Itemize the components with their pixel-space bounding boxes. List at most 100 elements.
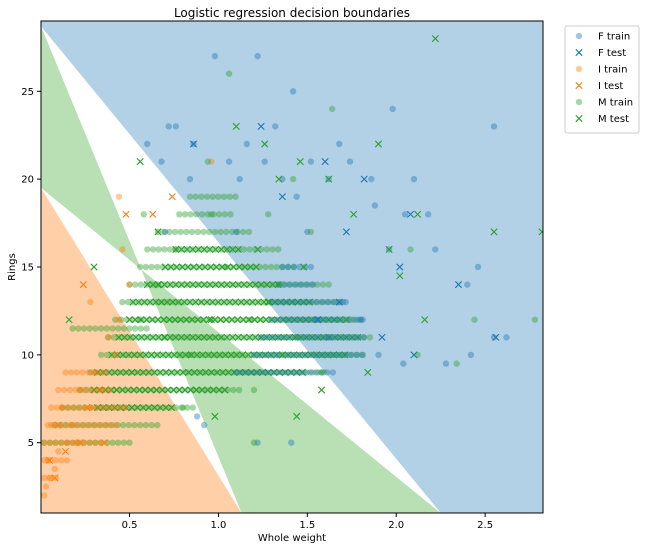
band-point bbox=[234, 228, 241, 236]
band-point bbox=[171, 351, 179, 359]
data-point bbox=[357, 316, 364, 323]
data-point bbox=[250, 386, 258, 394]
data-point bbox=[64, 439, 71, 446]
band-point bbox=[285, 316, 292, 323]
band-point bbox=[263, 246, 270, 253]
band-point bbox=[192, 193, 199, 200]
band-point bbox=[211, 228, 219, 236]
band-point bbox=[199, 316, 208, 324]
band-point bbox=[189, 333, 197, 341]
band-point bbox=[187, 211, 194, 218]
band-point bbox=[325, 298, 332, 306]
band-point bbox=[111, 404, 119, 412]
band-point bbox=[348, 316, 355, 323]
band-point bbox=[187, 351, 195, 359]
band-point bbox=[234, 281, 241, 288]
band-point bbox=[194, 228, 201, 236]
band-point bbox=[148, 351, 156, 359]
band-point bbox=[204, 211, 211, 218]
band-point bbox=[155, 333, 163, 341]
band-point bbox=[172, 245, 180, 253]
band-point bbox=[221, 211, 228, 218]
band-point bbox=[125, 316, 134, 324]
band-point bbox=[189, 263, 198, 271]
band-point bbox=[291, 281, 298, 288]
band-point bbox=[284, 369, 291, 376]
band-point bbox=[144, 246, 151, 253]
data-point bbox=[90, 263, 98, 271]
data-point bbox=[329, 105, 336, 113]
data-point bbox=[293, 334, 300, 341]
series-m-train bbox=[137, 70, 539, 446]
band-point bbox=[269, 369, 276, 376]
band-point bbox=[86, 439, 93, 446]
decision-region-M bbox=[41, 26, 441, 513]
band-point bbox=[275, 281, 283, 288]
band-point bbox=[58, 439, 65, 446]
data-point bbox=[467, 351, 475, 359]
band-point bbox=[126, 333, 134, 341]
data-point bbox=[368, 175, 375, 183]
band-point bbox=[115, 333, 123, 341]
band-point bbox=[353, 316, 361, 323]
band-point bbox=[313, 351, 320, 359]
data-point bbox=[342, 228, 350, 236]
band-point bbox=[172, 404, 179, 411]
band-point bbox=[251, 281, 259, 289]
data-point bbox=[464, 281, 471, 288]
band-point bbox=[63, 439, 71, 446]
band-point bbox=[335, 351, 343, 359]
data-point bbox=[400, 360, 407, 367]
band-point bbox=[274, 281, 282, 289]
data-point bbox=[321, 158, 329, 166]
band-point bbox=[319, 351, 326, 359]
band-point bbox=[360, 334, 367, 341]
data-point bbox=[165, 123, 172, 130]
band-point bbox=[313, 351, 321, 359]
band-point bbox=[144, 404, 151, 411]
band-point bbox=[70, 404, 78, 411]
series-m-test bbox=[65, 35, 543, 420]
band-point bbox=[318, 298, 325, 306]
band-point bbox=[119, 298, 126, 306]
band-point bbox=[281, 368, 289, 376]
band-point bbox=[166, 369, 174, 376]
data-point bbox=[119, 246, 126, 253]
band-point bbox=[241, 263, 249, 271]
data-point bbox=[410, 175, 418, 183]
band-point bbox=[297, 369, 305, 376]
band-point bbox=[104, 369, 111, 376]
legend-label: M test bbox=[598, 114, 629, 125]
band-point bbox=[261, 369, 268, 376]
band-point bbox=[223, 245, 231, 253]
band-point bbox=[145, 368, 153, 376]
band-point bbox=[336, 351, 343, 359]
data-point bbox=[112, 351, 119, 359]
band-point bbox=[308, 316, 315, 323]
band-point bbox=[290, 351, 297, 359]
band-point bbox=[291, 316, 298, 323]
band-point bbox=[154, 316, 162, 324]
band-point bbox=[215, 193, 222, 200]
band-point bbox=[356, 316, 364, 323]
band-point bbox=[229, 263, 237, 271]
band-point bbox=[131, 316, 139, 324]
band-point bbox=[97, 421, 104, 429]
band-point bbox=[244, 369, 251, 376]
band-point bbox=[69, 439, 76, 446]
band-point bbox=[105, 404, 113, 412]
legend-item: F train bbox=[575, 32, 630, 43]
band-point bbox=[75, 404, 83, 411]
band-point bbox=[314, 333, 322, 341]
band-point bbox=[308, 333, 316, 341]
band-point bbox=[166, 404, 174, 411]
band-point bbox=[217, 245, 225, 253]
band-point bbox=[143, 316, 151, 324]
data-point bbox=[254, 439, 261, 446]
band-point bbox=[353, 351, 360, 359]
band-point bbox=[257, 281, 265, 289]
band-point bbox=[342, 298, 349, 306]
band-point bbox=[220, 193, 228, 200]
band-point bbox=[58, 404, 66, 411]
band-point bbox=[240, 228, 247, 236]
